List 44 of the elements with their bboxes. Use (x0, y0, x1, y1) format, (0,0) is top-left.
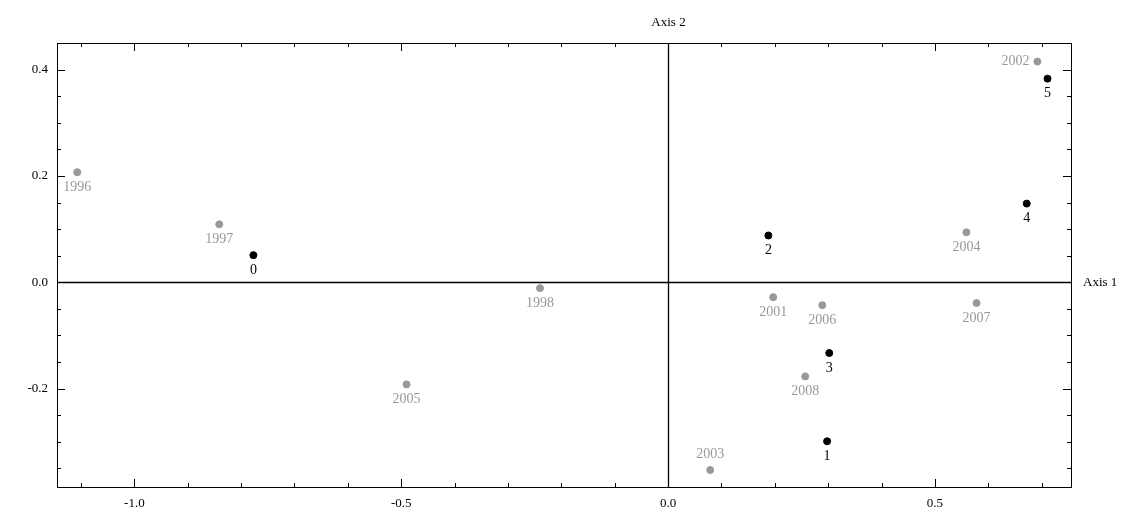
point (402, 380, 411, 389)
annotation: 1 (823, 447, 831, 463)
y-tick-label: 0.0 (31, 273, 48, 289)
y-tick-label: 0.2 (31, 167, 48, 183)
annotation: 2005 (392, 391, 421, 407)
point (972, 299, 981, 308)
annotation: 1998 (525, 294, 554, 310)
point (962, 228, 971, 237)
point (706, 465, 715, 474)
point (73, 168, 82, 177)
point (1033, 57, 1042, 66)
point (769, 293, 778, 302)
point (823, 437, 832, 446)
annotation: 2004 (952, 238, 981, 254)
annotation: 2002 (1001, 53, 1030, 69)
point (801, 372, 810, 381)
y-tick-label: 0.4 (31, 61, 49, 77)
annotation: 1997 (205, 230, 234, 246)
annotation: 2008 (791, 383, 820, 399)
y-tick-label: -0.2 (27, 380, 48, 396)
y-axis-title: Axis 2 (651, 13, 686, 29)
point (215, 220, 224, 229)
x-tick-label: 0.0 (659, 495, 677, 511)
annotation: 0 (249, 261, 257, 277)
annotation: 2003 (696, 445, 725, 461)
annotation: 4 (1023, 210, 1031, 226)
annotation: 2 (764, 242, 772, 258)
annotation: 1996 (63, 178, 92, 194)
point (249, 251, 258, 260)
annotation: 5 (1044, 85, 1052, 101)
point (764, 231, 773, 240)
point (535, 284, 544, 293)
annotation: 2001 (759, 303, 788, 319)
x-tick-label: 0.5 (926, 495, 944, 511)
x-tick-label: -1.0 (124, 495, 145, 511)
annotation: 3 (825, 359, 833, 375)
point (825, 349, 834, 357)
point (1043, 74, 1052, 83)
point (818, 301, 827, 310)
annotation: 2007 (962, 309, 991, 325)
x-axis-title: Axis 1 (1083, 273, 1118, 289)
x-tick-label: -0.5 (390, 495, 412, 511)
point (1022, 199, 1031, 208)
annotation: 2006 (808, 311, 837, 327)
